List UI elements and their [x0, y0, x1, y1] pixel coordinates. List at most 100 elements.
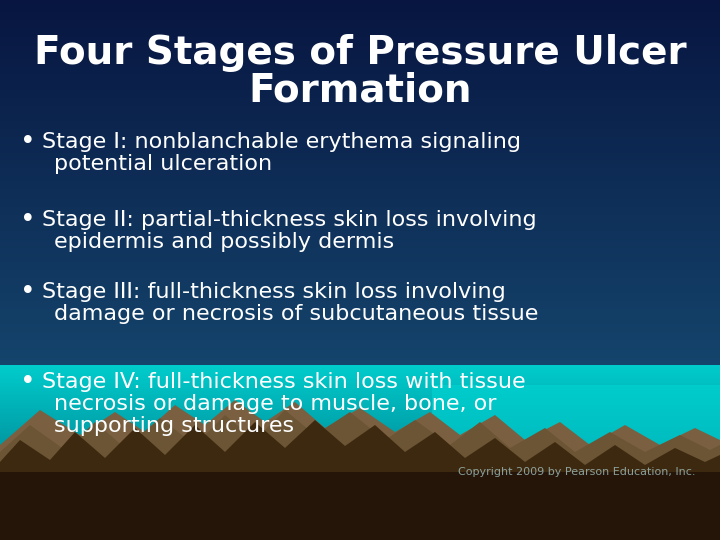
Bar: [0, 285, 720, 286]
Bar: [0, 386, 720, 387]
Bar: [0, 52, 720, 53]
Bar: [0, 407, 720, 408]
Bar: [0, 328, 720, 329]
Bar: [0, 506, 720, 507]
Bar: [0, 42, 720, 43]
Bar: [0, 301, 720, 302]
Bar: [0, 374, 720, 375]
Bar: [0, 480, 720, 481]
Bar: [0, 189, 720, 190]
Bar: [0, 438, 720, 439]
Bar: [0, 465, 720, 466]
Bar: [0, 304, 720, 305]
Bar: [0, 38, 720, 39]
Bar: [0, 336, 720, 337]
Bar: [432, 413, 720, 414]
Bar: [432, 466, 720, 467]
Bar: [432, 405, 720, 406]
Bar: [0, 513, 720, 514]
Bar: [0, 241, 720, 242]
Bar: [0, 320, 720, 321]
Bar: [0, 406, 720, 407]
Bar: [432, 402, 720, 403]
Bar: [0, 197, 720, 198]
Bar: [0, 160, 720, 161]
Bar: [0, 347, 720, 348]
Bar: [432, 388, 720, 389]
Bar: [0, 456, 720, 457]
Bar: [0, 482, 720, 483]
Bar: [0, 260, 720, 261]
Bar: [0, 400, 720, 401]
Bar: [0, 117, 720, 118]
Bar: [0, 340, 720, 341]
Bar: [0, 361, 720, 362]
Bar: [0, 298, 720, 299]
Bar: [0, 315, 720, 316]
Bar: [0, 453, 720, 454]
Bar: [0, 244, 720, 245]
Bar: [0, 495, 720, 496]
Bar: [0, 380, 720, 381]
Text: necrosis or damage to muscle, bone, or: necrosis or damage to muscle, bone, or: [54, 394, 497, 414]
Bar: [0, 345, 720, 346]
Bar: [0, 420, 720, 421]
Bar: [0, 386, 720, 387]
Bar: [0, 535, 720, 536]
Bar: [0, 198, 720, 199]
Bar: [0, 453, 720, 454]
Bar: [0, 228, 720, 229]
Bar: [0, 225, 720, 226]
Bar: [0, 462, 720, 463]
Bar: [0, 25, 720, 26]
Bar: [0, 426, 720, 427]
Bar: [0, 440, 720, 441]
Bar: [0, 502, 720, 503]
Bar: [0, 82, 720, 83]
Bar: [0, 426, 720, 427]
Bar: [0, 450, 720, 451]
Bar: [0, 430, 720, 431]
Bar: [0, 153, 720, 154]
Bar: [0, 101, 720, 102]
Bar: [0, 180, 720, 181]
Bar: [0, 278, 720, 279]
Bar: [0, 464, 720, 465]
Bar: [0, 504, 720, 505]
Bar: [0, 398, 720, 399]
Bar: [0, 104, 720, 105]
Bar: [0, 463, 720, 464]
Bar: [0, 257, 720, 258]
Bar: [0, 394, 720, 395]
Bar: [0, 418, 720, 419]
Bar: [0, 503, 720, 504]
Bar: [0, 210, 720, 211]
Bar: [0, 3, 720, 4]
Bar: [0, 147, 720, 148]
Bar: [0, 457, 720, 458]
Bar: [0, 18, 720, 19]
Bar: [0, 78, 720, 79]
Bar: [432, 430, 720, 431]
Bar: [0, 351, 720, 352]
Bar: [0, 146, 720, 147]
Bar: [0, 24, 720, 25]
Bar: [0, 365, 720, 366]
Bar: [0, 220, 720, 221]
Bar: [0, 332, 720, 333]
Bar: [0, 373, 720, 374]
Bar: [0, 81, 720, 82]
Bar: [0, 341, 720, 342]
Text: •: •: [20, 279, 36, 305]
Bar: [0, 122, 720, 123]
Bar: [0, 329, 720, 330]
Bar: [432, 454, 720, 455]
Bar: [0, 383, 720, 384]
Bar: [0, 383, 720, 384]
Bar: [0, 464, 720, 465]
Bar: [0, 479, 720, 480]
Bar: [432, 409, 720, 410]
Bar: [0, 409, 720, 410]
Bar: [0, 307, 720, 308]
Bar: [0, 243, 720, 244]
